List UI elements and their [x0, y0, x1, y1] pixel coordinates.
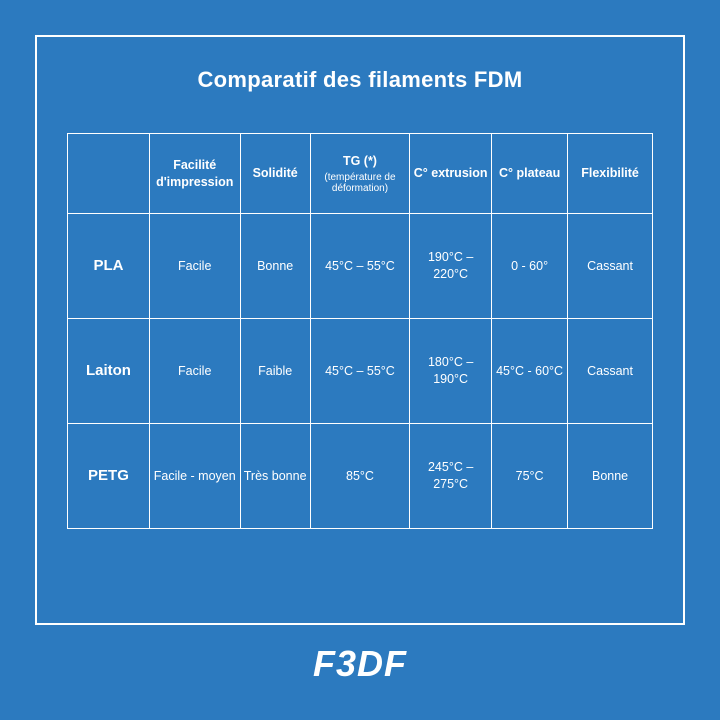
table-row: PETG Facile - moyen Très bonne 85°C 245°…: [68, 424, 653, 529]
cell: Cassant: [568, 319, 653, 424]
cell: 45°C - 60°C: [492, 319, 568, 424]
cell: Facile: [149, 319, 240, 424]
row-name: PLA: [68, 214, 150, 319]
col-flexibilite: Flexibilité: [568, 134, 653, 214]
cell: Facile - moyen: [149, 424, 240, 529]
cell: 45°C – 55°C: [310, 214, 409, 319]
bordered-frame: Comparatif des filaments FDM Facilité d'…: [35, 35, 685, 625]
brand-logo: F3DF: [313, 643, 407, 685]
page-title: Comparatif des filaments FDM: [197, 67, 522, 93]
col-filament: [68, 134, 150, 214]
row-name: Laiton: [68, 319, 150, 424]
table-row: Laiton Facile Faible 45°C – 55°C 180°C –…: [68, 319, 653, 424]
cell: 45°C – 55°C: [310, 319, 409, 424]
col-extrusion: C° extrusion: [410, 134, 492, 214]
cell: 180°C – 190°C: [410, 319, 492, 424]
table-row: PLA Facile Bonne 45°C – 55°C 190°C – 220…: [68, 214, 653, 319]
cell: 75°C: [492, 424, 568, 529]
cell: Cassant: [568, 214, 653, 319]
cell: 190°C – 220°C: [410, 214, 492, 319]
cell: 0 - 60°: [492, 214, 568, 319]
col-plateau: C° plateau: [492, 134, 568, 214]
row-name: PETG: [68, 424, 150, 529]
cell: Bonne: [240, 214, 310, 319]
filament-table: Facilité d'impression Solidité TG (*)(te…: [67, 133, 653, 529]
cell: Très bonne: [240, 424, 310, 529]
col-tg: TG (*)(température de déformation): [310, 134, 409, 214]
cell: 245°C – 275°C: [410, 424, 492, 529]
col-facilite: Facilité d'impression: [149, 134, 240, 214]
col-solidite: Solidité: [240, 134, 310, 214]
cell: Bonne: [568, 424, 653, 529]
cell: 85°C: [310, 424, 409, 529]
cell: Faible: [240, 319, 310, 424]
table-header-row: Facilité d'impression Solidité TG (*)(te…: [68, 134, 653, 214]
cell: Facile: [149, 214, 240, 319]
